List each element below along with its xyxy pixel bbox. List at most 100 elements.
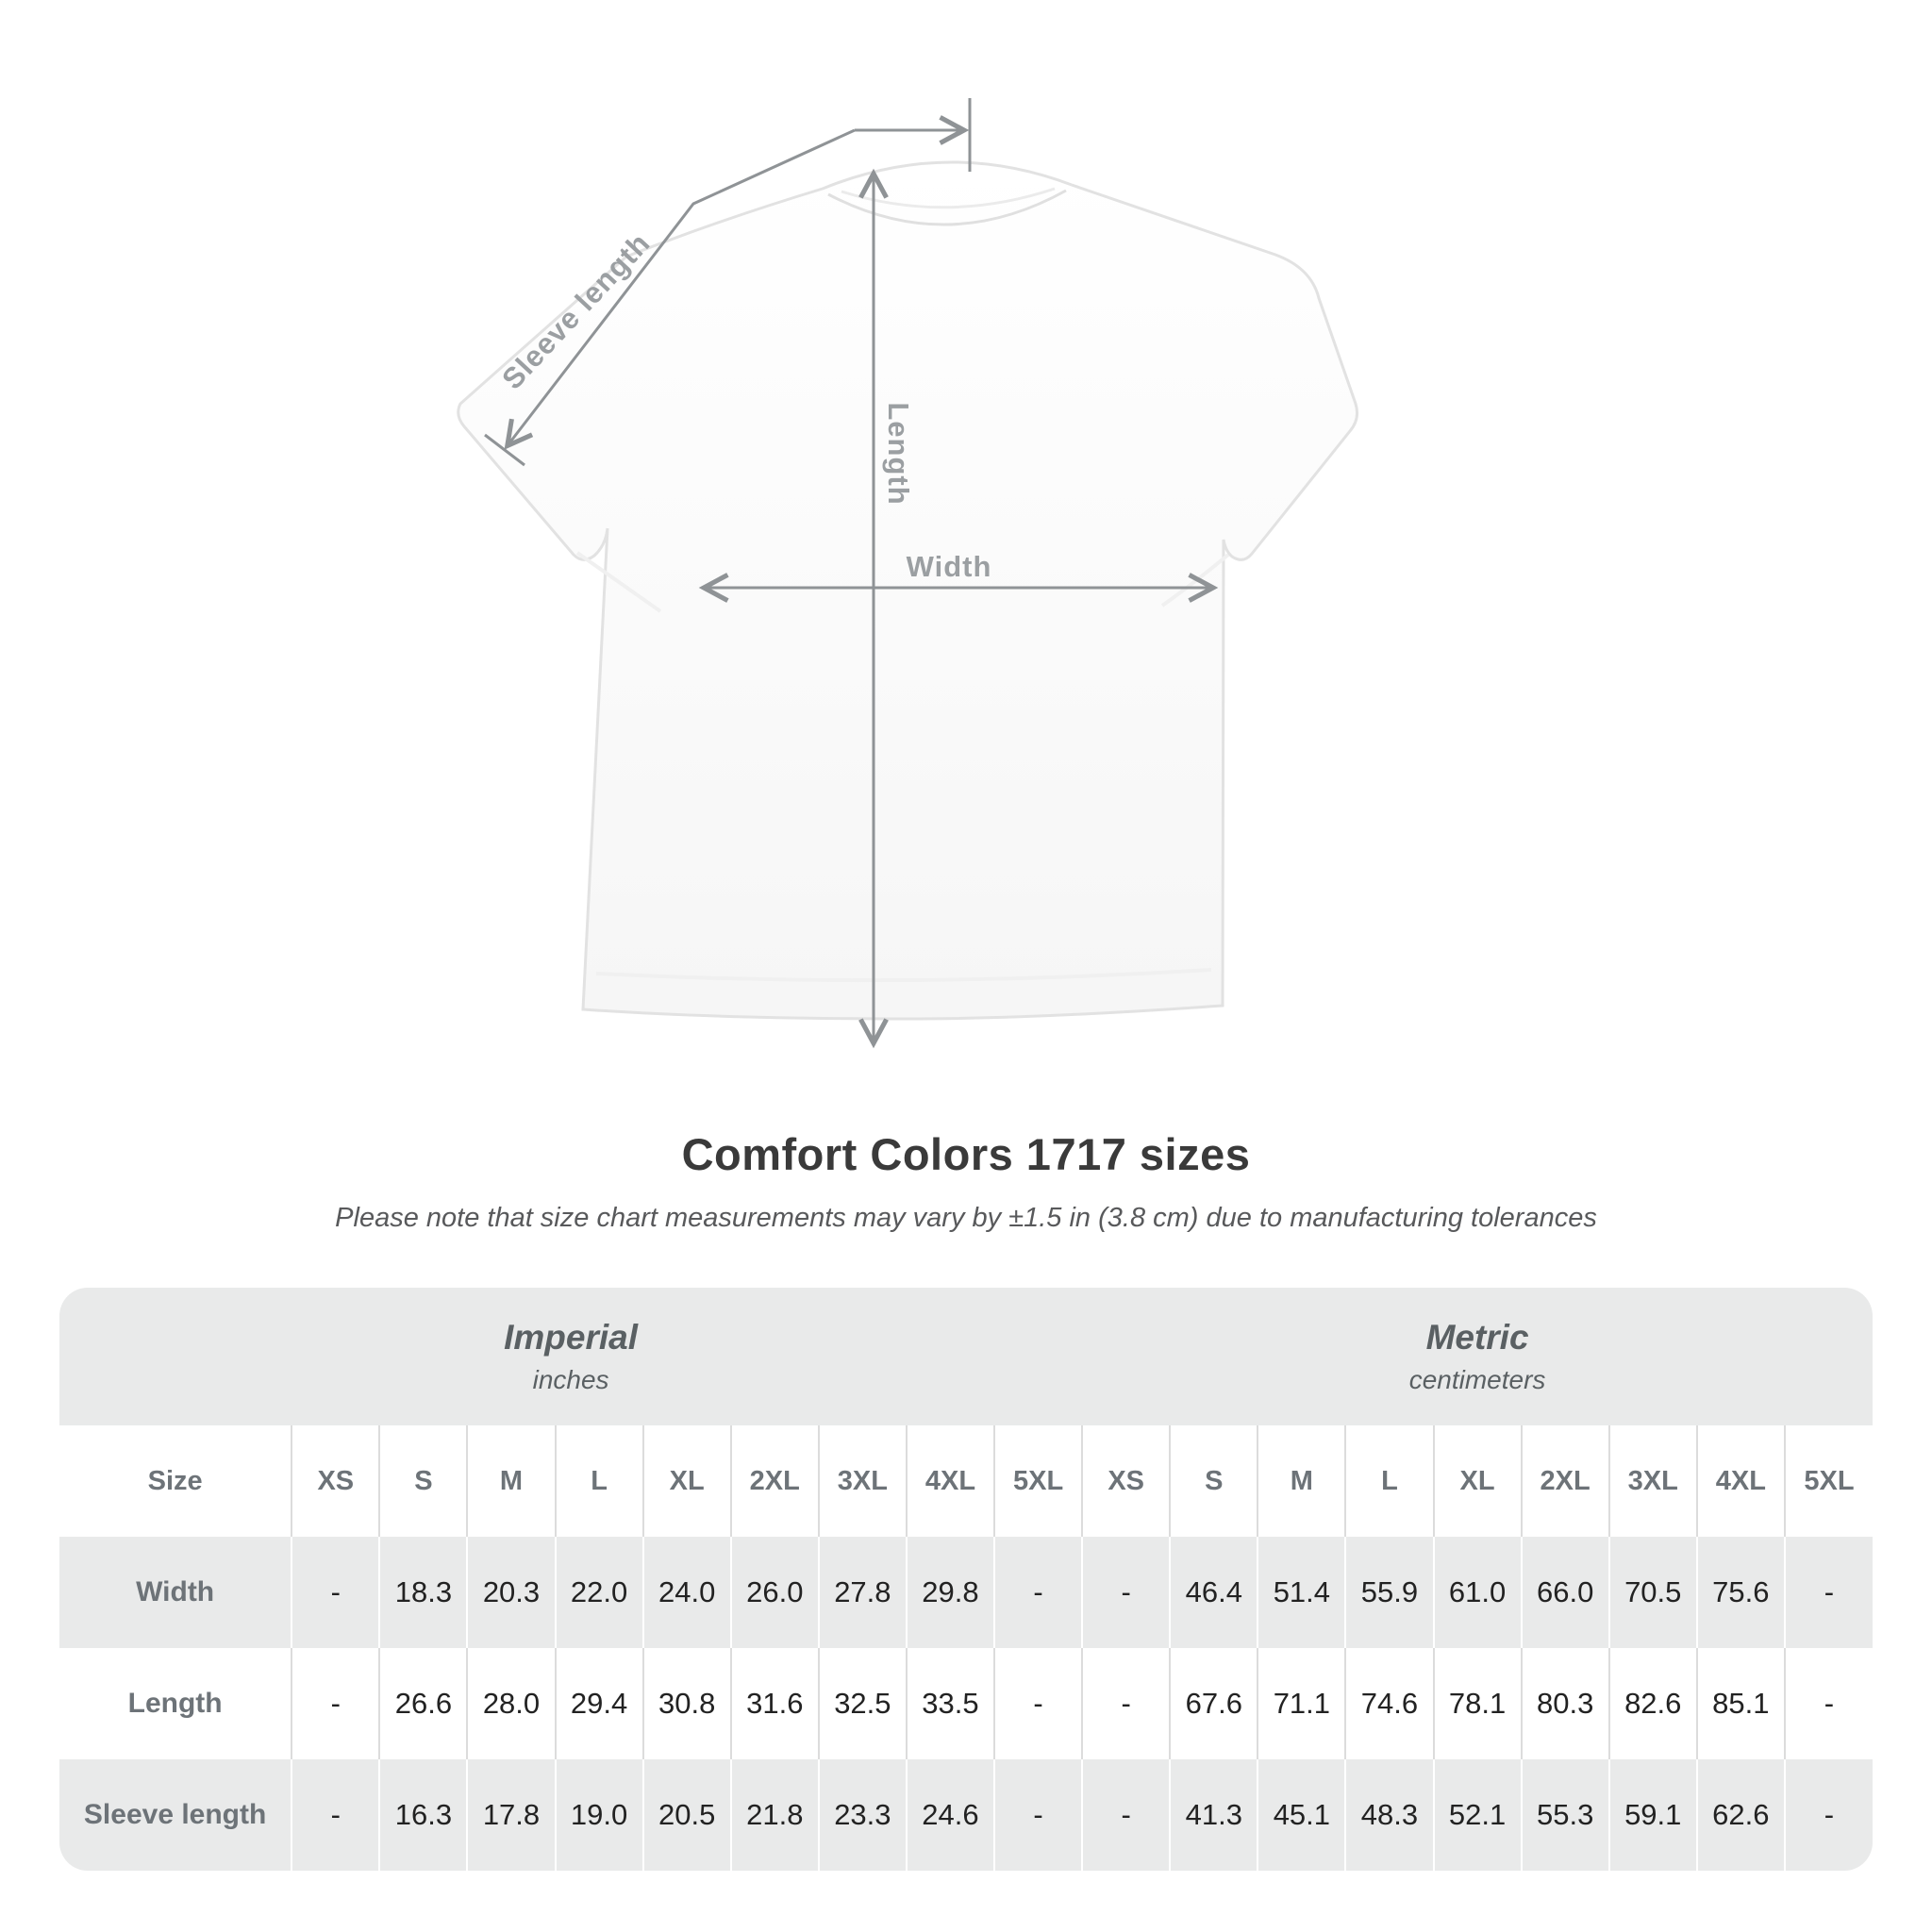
measurement-cell: -	[1783, 1648, 1873, 1759]
measurement-cell: -	[992, 1537, 1083, 1648]
metric-unit-label: centimeters	[1408, 1365, 1546, 1394]
size-col-header: XS	[291, 1425, 380, 1537]
measurement-cell: 46.4	[1169, 1537, 1258, 1648]
measurement-cell: 24.6	[905, 1759, 994, 1871]
table-body: Width -18.3 20.3 22.0 24.0 26.0 27.8 29.8- -46.4…	[59, 1537, 1873, 1871]
row-label: Sleeve length	[83, 1799, 267, 1830]
size-col-header: 5XL	[992, 1425, 1083, 1537]
measurement-cell: 71.1	[1257, 1648, 1346, 1759]
title-block: Comfort Colors 1717 sizes Please note th…	[0, 1128, 1932, 1234]
measurement-cell: -	[291, 1648, 380, 1759]
measurement-cell: 74.6	[1344, 1648, 1434, 1759]
width-label: Width	[906, 550, 992, 583]
table-row: Sleeve length - 16.3 17.8 19.0 20.5 21.8 23.3 24…	[59, 1759, 1873, 1871]
measurement-cell: 55.3	[1520, 1759, 1609, 1871]
measurement-cell: 18.3	[378, 1537, 468, 1648]
measurement-cell: 23.3	[817, 1759, 907, 1871]
measurement-cell: 41.3	[1169, 1759, 1258, 1871]
size-col-header: 5XL	[1783, 1425, 1873, 1537]
measurement-cell: 80.3	[1520, 1648, 1609, 1759]
measurement-cell: 55.9	[1344, 1537, 1434, 1648]
measurement-cell: 62.6	[1695, 1759, 1785, 1871]
measurement-cell: 32.5	[817, 1648, 907, 1759]
measurement-cell: -	[1081, 1537, 1171, 1648]
imperial-unit-label: inches	[532, 1365, 609, 1394]
measurement-cell: 26.0	[729, 1537, 819, 1648]
size-header-row: Size XS S M L XL 2XL 3XL 4XL 5XL XS S M L XL 2XL 3XL 4XL…	[59, 1425, 1873, 1537]
measurement-cell: 30.8	[641, 1648, 731, 1759]
size-table-grid: Imperial inches Metric centimeters Size …	[59, 1288, 1873, 1871]
row-label: Length	[127, 1688, 223, 1719]
sleeve-length-arrow	[504, 128, 856, 450]
measurement-cell: 33.5	[905, 1648, 994, 1759]
measurement-cell: 24.0	[641, 1537, 731, 1648]
measurement-cell: 51.4	[1257, 1537, 1346, 1648]
measurement-cell: 21.8	[729, 1759, 819, 1871]
imperial-label: Imperial	[504, 1318, 639, 1357]
table-row: Width -18.3 20.3 22.0 24.0 26.0 27.8 29.8- -46.4…	[59, 1537, 1873, 1648]
metric-label: Metric	[1425, 1318, 1529, 1357]
measurement-cell: 61.0	[1432, 1537, 1522, 1648]
measurement-cell: -	[1081, 1759, 1171, 1871]
measurement-cell: 20.5	[641, 1759, 731, 1871]
size-col-header: 2XL	[1520, 1425, 1609, 1537]
measurement-cell: 17.8	[466, 1759, 556, 1871]
measurement-cell: 29.4	[554, 1648, 643, 1759]
tolerance-note: Please note that size chart measurements…	[335, 1203, 1597, 1233]
size-col-header: 3XL	[817, 1425, 907, 1537]
measurement-cell: 75.6	[1695, 1537, 1785, 1648]
measurement-cell: 59.1	[1607, 1759, 1697, 1871]
measurement-cell: 82.6	[1607, 1648, 1697, 1759]
tshirt-measurement-diagram: Sleeve length Length Width	[457, 98, 1358, 1049]
measurement-cell: -	[992, 1648, 1083, 1759]
measurement-cell: 67.6	[1169, 1648, 1258, 1759]
tshirt-diagram-svg	[457, 98, 1358, 1049]
size-col-header: L	[1344, 1425, 1434, 1537]
measurement-cell: 20.3	[466, 1537, 556, 1648]
size-col-header: M	[466, 1425, 556, 1537]
measurement-cell: 85.1	[1695, 1648, 1785, 1759]
measurement-cell: 27.8	[817, 1537, 907, 1648]
measurement-cell: 45.1	[1257, 1759, 1346, 1871]
size-col-header: L	[554, 1425, 643, 1537]
unit-header-row: Imperial inches Metric centimeters	[59, 1288, 1873, 1425]
measurement-cell: 29.8	[905, 1537, 994, 1648]
size-col-header: XL	[1432, 1425, 1522, 1537]
measurement-cell: -	[291, 1537, 380, 1648]
measurement-lines	[484, 98, 1219, 1049]
size-col-header: M	[1257, 1425, 1346, 1537]
collar	[827, 189, 1067, 226]
size-col-header: 3XL	[1607, 1425, 1697, 1537]
measurement-cell: 22.0	[554, 1537, 643, 1648]
row-label: Width	[136, 1576, 215, 1607]
measurement-cell: -	[1783, 1537, 1873, 1648]
measurement-cell: 31.6	[729, 1648, 819, 1759]
length-label: Length	[882, 402, 915, 506]
measurement-cell: -	[1783, 1759, 1873, 1871]
sleeve-length-end-tick	[484, 433, 525, 467]
table-row: Length -26.6 28.0 29.4 30.8 31.6 32.5 33.5- -67.…	[59, 1648, 1873, 1759]
size-table: Imperial inches Metric centimeters Size …	[59, 1288, 1873, 1871]
measurement-cell: 16.3	[378, 1759, 468, 1871]
measurement-cell: 28.0	[466, 1648, 556, 1759]
size-col-header: S	[1169, 1425, 1258, 1537]
size-col-header: XL	[641, 1425, 731, 1537]
size-col-header: XS	[1081, 1425, 1171, 1537]
measurement-cell: -	[1081, 1648, 1171, 1759]
left-sleeve-seam	[575, 551, 662, 613]
size-col-header: 4XL	[1695, 1425, 1785, 1537]
page-title: Comfort Colors 1717 sizes	[681, 1129, 1251, 1179]
size-col-header: 4XL	[905, 1425, 994, 1537]
size-col-header: 2XL	[729, 1425, 819, 1537]
measurement-cell: 19.0	[554, 1759, 643, 1871]
hem-stitch	[595, 968, 1212, 983]
measurement-cell: 26.6	[378, 1648, 468, 1759]
imperial-group-header: Imperial inches	[59, 1288, 1082, 1425]
size-col-header: S	[378, 1425, 468, 1537]
measurement-cell: 70.5	[1607, 1537, 1697, 1648]
size-column-header: Size	[147, 1465, 203, 1496]
measurement-cell: 52.1	[1432, 1759, 1522, 1871]
metric-group-header: Metric centimeters	[1082, 1288, 1873, 1425]
measurement-cell: 66.0	[1520, 1537, 1609, 1648]
